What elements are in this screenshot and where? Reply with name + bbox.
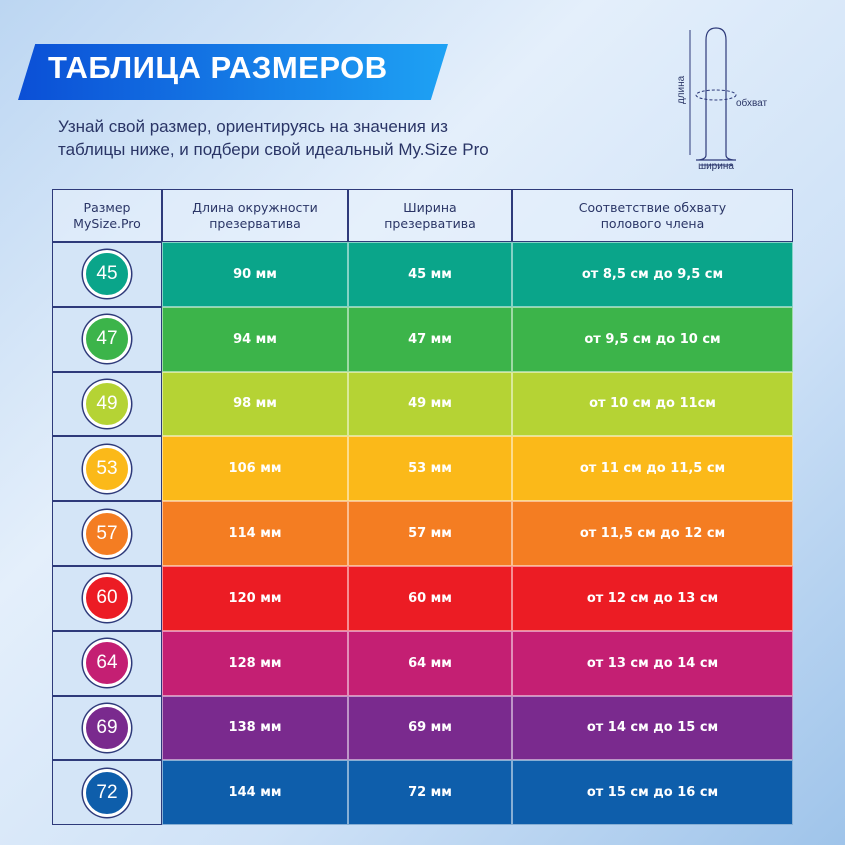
column-header: Ширина презерватива	[348, 189, 512, 242]
width-label: ширина	[698, 161, 734, 172]
table-cell: 94 мм	[162, 306, 348, 372]
table-cell: 69 мм	[348, 695, 512, 761]
table-cell: 53 мм	[348, 436, 512, 502]
condom-outline	[695, 27, 737, 161]
size-cell: 49	[52, 371, 162, 437]
diagram: длина обхват ширина	[676, 27, 767, 172]
table-cell: 90 мм	[162, 242, 348, 307]
table-cell: от 14 см до 15 см	[512, 695, 793, 761]
size-cell: 60	[52, 566, 162, 631]
table-cell: 47 мм	[348, 306, 512, 372]
size-cell: 47	[52, 306, 162, 372]
size-cell: 64	[52, 630, 162, 696]
table-cell: 60 мм	[348, 566, 512, 631]
size-badge: 72	[83, 768, 131, 817]
table-cell: 128 мм	[162, 630, 348, 696]
size-cell: 69	[52, 695, 162, 761]
column-header: Длина окружности презерватива	[162, 189, 348, 242]
size-badge: 53	[83, 444, 131, 493]
size-cell: 53	[52, 436, 162, 502]
table-cell: от 9,5 см до 10 см	[512, 306, 793, 372]
girth-ring	[695, 89, 737, 101]
title-ribbon	[18, 44, 448, 100]
table-cell: 120 мм	[162, 566, 348, 631]
table-cell: от 11 см до 11,5 см	[512, 436, 793, 502]
column-header: Размер MySize.Pro	[52, 189, 162, 242]
length-label: длина	[676, 75, 687, 104]
table-cell: 72 мм	[348, 760, 512, 826]
table-cell: 144 мм	[162, 760, 348, 826]
table-cell: от 15 см до 16 см	[512, 760, 793, 826]
table-cell: от 11,5 см до 12 см	[512, 501, 793, 566]
title: ТАБЛИЦА РАЗМЕРОВ	[48, 50, 388, 85]
table-cell: от 8,5 см до 9,5 см	[512, 242, 793, 307]
size-badge: 47	[83, 315, 131, 364]
table-cell: от 12 см до 13 см	[512, 566, 793, 631]
subtitle: Узнай свой размер, ориентируясь на значе…	[58, 117, 489, 159]
size-badge: 64	[83, 639, 131, 688]
size-badge: 60	[83, 574, 131, 623]
size-badge: 57	[83, 509, 131, 558]
table-cell: от 13 см до 14 см	[512, 630, 793, 696]
table-cell: 98 мм	[162, 371, 348, 437]
table-cell: 138 мм	[162, 695, 348, 761]
size-cell: 57	[52, 501, 162, 566]
girth-label: обхват	[736, 97, 767, 109]
size-badge: 45	[83, 250, 131, 299]
size-badge: 49	[83, 379, 131, 428]
table-cell: от 10 см до 11см	[512, 371, 793, 437]
table-cell: 106 мм	[162, 436, 348, 502]
column-header: Соответствие обхвату полового члена	[512, 189, 793, 242]
table-cell: 64 мм	[348, 630, 512, 696]
table-cell: 114 мм	[162, 501, 348, 566]
table-cell: 49 мм	[348, 371, 512, 437]
size-cell: 72	[52, 760, 162, 826]
table-cell: 45 мм	[348, 242, 512, 307]
table-cell: 57 мм	[348, 501, 512, 566]
size-badge: 69	[83, 703, 131, 752]
size-cell: 45	[52, 242, 162, 307]
